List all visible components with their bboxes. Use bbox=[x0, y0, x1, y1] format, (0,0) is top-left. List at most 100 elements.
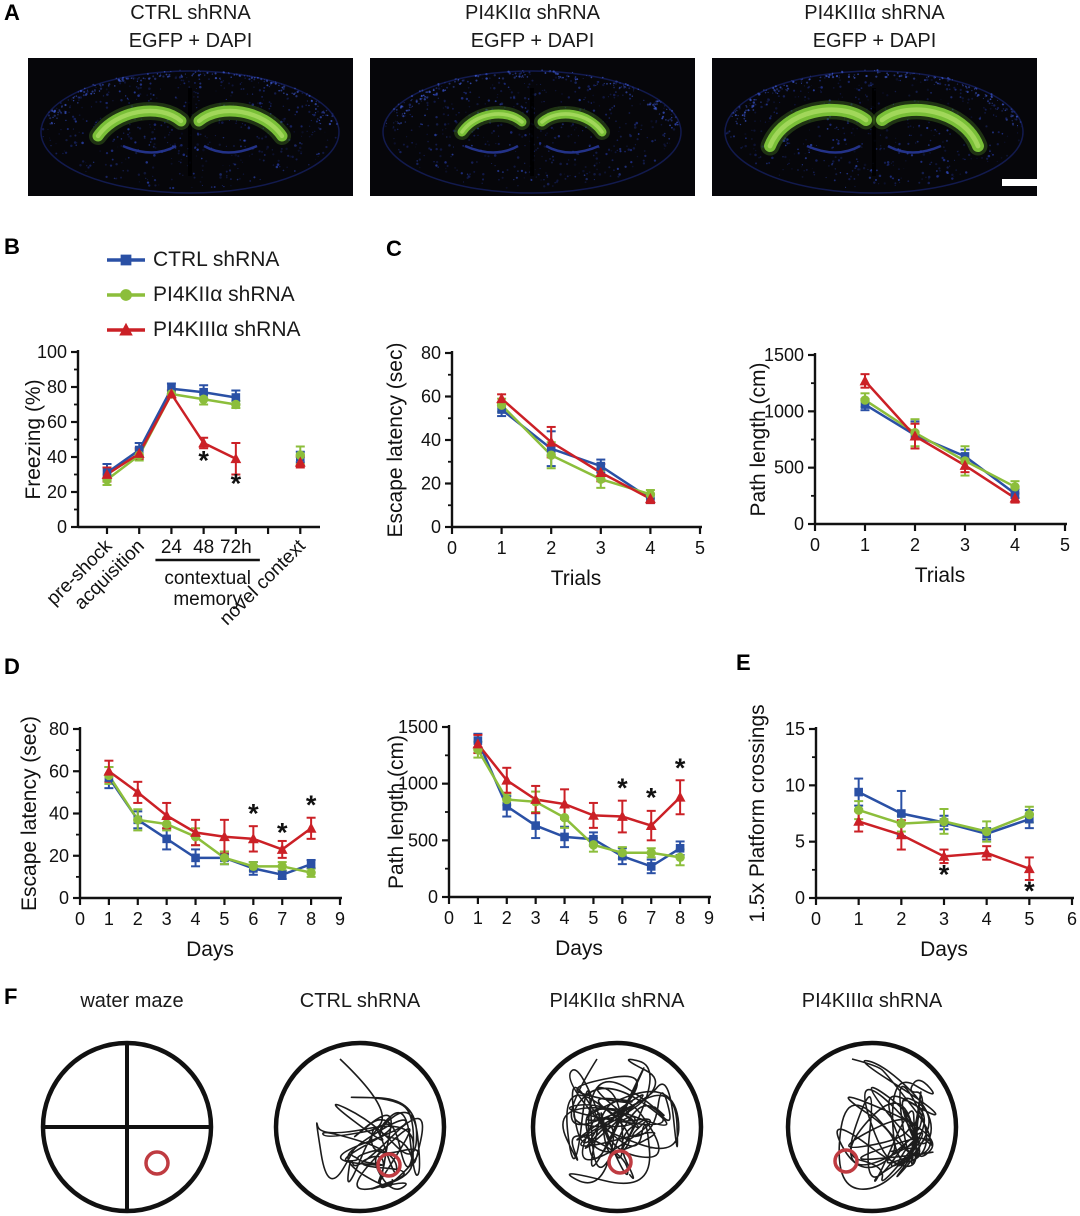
svg-text:0: 0 bbox=[57, 517, 67, 537]
maze-title-ctrl: CTRL shRNA bbox=[299, 990, 421, 1012]
svg-text:*: * bbox=[1024, 876, 1035, 906]
panel-label-d: D bbox=[4, 654, 20, 679]
svg-text:1: 1 bbox=[497, 538, 507, 558]
svg-text:5: 5 bbox=[588, 908, 598, 928]
swim-trace-pi4kii bbox=[530, 1040, 704, 1214]
micrograph-subtitle: EGFP + DAPI bbox=[812, 30, 937, 52]
svg-text:6: 6 bbox=[248, 909, 258, 929]
svg-text:0: 0 bbox=[811, 909, 821, 929]
svg-text:0: 0 bbox=[59, 888, 69, 908]
svg-text:1000: 1000 bbox=[764, 401, 804, 421]
panel-label-a: A bbox=[4, 0, 20, 25]
panel-label-e: E bbox=[736, 650, 751, 675]
svg-text:72h: 72h bbox=[220, 537, 252, 558]
panel-label-c: C bbox=[386, 236, 402, 261]
svg-text:40: 40 bbox=[421, 430, 441, 450]
swim-trace-pi4kiii bbox=[785, 1040, 959, 1214]
svg-text:80: 80 bbox=[47, 377, 67, 397]
svg-text:Escape latency (sec): Escape latency (sec) bbox=[18, 716, 41, 911]
panel-label-b: B bbox=[4, 234, 20, 259]
legend-label: PI4KIIIα shRNA bbox=[153, 317, 301, 341]
micrograph-subtitle: EGFP + DAPI bbox=[470, 30, 595, 52]
svg-text:contextual: contextual bbox=[164, 568, 251, 589]
svg-text:3: 3 bbox=[162, 909, 172, 929]
maze-title-pi4kiii: PI4KIIIα shRNA bbox=[801, 990, 943, 1012]
chart-escape-latency-trials: 0 20 40 60 80 0 1 2 3 4 5 Trials Escape latency (sec… bbox=[384, 343, 705, 588]
svg-text:Days: Days bbox=[555, 937, 603, 960]
svg-text:*: * bbox=[277, 818, 288, 848]
legend-marker-square-icon bbox=[107, 254, 145, 265]
svg-text:*: * bbox=[675, 753, 686, 783]
legend-label: PI4KIIα shRNA bbox=[153, 282, 295, 306]
svg-text:Freezing (%): Freezing (%) bbox=[25, 379, 45, 499]
svg-text:Escape latency (sec): Escape latency (sec) bbox=[384, 343, 407, 538]
svg-text:Path length (cm): Path length (cm) bbox=[747, 362, 770, 516]
svg-text:60: 60 bbox=[49, 761, 69, 781]
legend-label: CTRL shRNA bbox=[153, 247, 280, 271]
svg-text:*: * bbox=[646, 782, 657, 812]
svg-text:0: 0 bbox=[444, 908, 454, 928]
svg-text:8: 8 bbox=[306, 909, 316, 929]
svg-text:0: 0 bbox=[428, 887, 438, 907]
micrograph-title: CTRL shRNA bbox=[130, 2, 251, 24]
panel-label-f: F bbox=[4, 984, 18, 1009]
swim-trace-ctrl bbox=[273, 1040, 447, 1214]
svg-text:7: 7 bbox=[646, 908, 656, 928]
svg-text:2: 2 bbox=[133, 909, 143, 929]
svg-text:4: 4 bbox=[982, 909, 992, 929]
svg-text:4: 4 bbox=[560, 908, 570, 928]
legend-marker-triangle-icon bbox=[107, 322, 145, 335]
svg-text:3: 3 bbox=[939, 909, 949, 929]
svg-text:5: 5 bbox=[1024, 909, 1034, 929]
svg-text:1.5x Platform crossings: 1.5x Platform crossings bbox=[746, 704, 769, 922]
svg-text:0: 0 bbox=[810, 535, 820, 555]
svg-text:80: 80 bbox=[49, 719, 69, 739]
svg-text:5: 5 bbox=[219, 909, 229, 929]
svg-text:*: * bbox=[248, 799, 259, 829]
micrograph-title: PI4KIIα shRNA bbox=[465, 2, 600, 24]
svg-text:0: 0 bbox=[431, 517, 441, 537]
svg-text:20: 20 bbox=[49, 846, 69, 866]
svg-text:*: * bbox=[198, 446, 209, 476]
micrograph-column-pi4kii: PI4KIIα shRNA EGFP + DAPI bbox=[370, 0, 695, 200]
svg-text:1: 1 bbox=[854, 909, 864, 929]
legend-item-pi4kii: PI4KIIα shRNA bbox=[106, 277, 301, 312]
svg-text:5: 5 bbox=[695, 538, 705, 558]
water-maze-schematic bbox=[40, 1040, 214, 1214]
svg-text:Path length (cm): Path length (cm) bbox=[385, 735, 408, 889]
svg-text:*: * bbox=[939, 859, 950, 889]
legend: CTRL shRNA PI4KIIα shRNA PI4KIIIα shRNA bbox=[106, 242, 301, 347]
svg-text:3: 3 bbox=[596, 538, 606, 558]
svg-text:80: 80 bbox=[421, 343, 441, 363]
svg-text:2: 2 bbox=[910, 535, 920, 555]
svg-text:5: 5 bbox=[795, 832, 805, 852]
svg-text:1500: 1500 bbox=[764, 345, 804, 365]
svg-text:500: 500 bbox=[774, 458, 804, 478]
svg-text:40: 40 bbox=[47, 447, 67, 467]
svg-text:4: 4 bbox=[191, 909, 201, 929]
svg-text:60: 60 bbox=[47, 412, 67, 432]
svg-text:1500: 1500 bbox=[398, 717, 438, 737]
maze-title-pi4kii: PI4KIIα shRNA bbox=[549, 990, 685, 1012]
svg-text:3: 3 bbox=[531, 908, 541, 928]
legend-item-pi4kiii: PI4KIIIα shRNA bbox=[106, 312, 301, 347]
micrograph-subtitle: EGFP + DAPI bbox=[128, 30, 253, 52]
svg-text:8: 8 bbox=[675, 908, 685, 928]
svg-text:2: 2 bbox=[502, 908, 512, 928]
svg-text:5: 5 bbox=[1060, 535, 1070, 555]
legend-marker-circle-icon bbox=[107, 288, 145, 301]
svg-text:0: 0 bbox=[447, 538, 457, 558]
svg-text:2: 2 bbox=[896, 909, 906, 929]
svg-text:4: 4 bbox=[1010, 535, 1020, 555]
svg-text:20: 20 bbox=[47, 482, 67, 502]
brain-section-image bbox=[28, 58, 353, 196]
svg-text:1: 1 bbox=[104, 909, 114, 929]
svg-text:2: 2 bbox=[546, 538, 556, 558]
svg-text:6: 6 bbox=[1067, 909, 1077, 929]
legend-item-ctrl: CTRL shRNA bbox=[106, 242, 301, 277]
svg-text:10: 10 bbox=[785, 775, 805, 795]
svg-text:7: 7 bbox=[277, 909, 287, 929]
